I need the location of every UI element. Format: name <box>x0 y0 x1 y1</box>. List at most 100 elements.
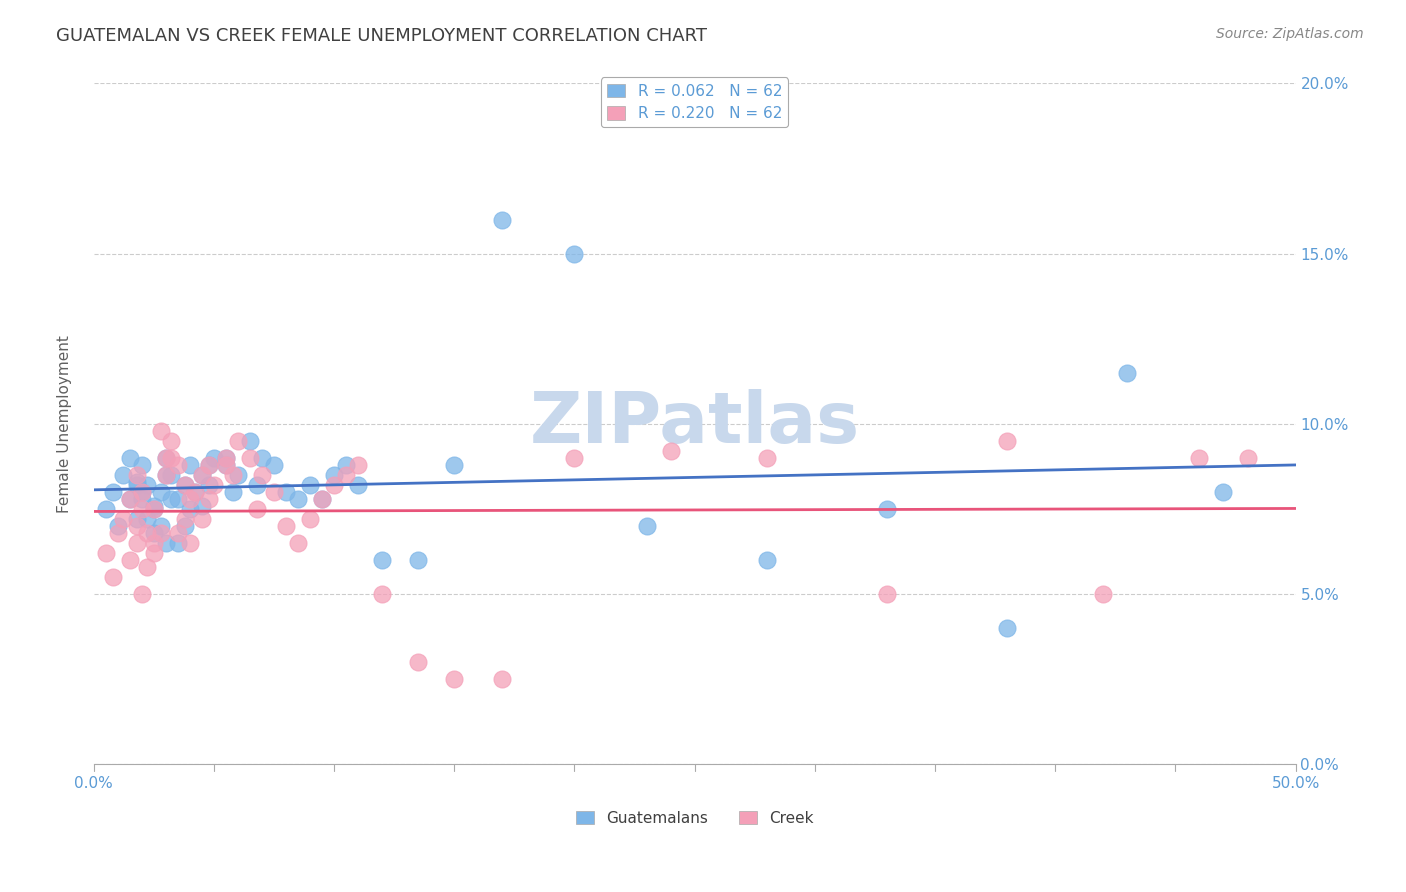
Point <box>118 491 141 506</box>
Point <box>94 546 117 560</box>
Point <box>131 458 153 472</box>
Point <box>166 536 188 550</box>
Point <box>335 468 357 483</box>
Point <box>142 502 165 516</box>
Point <box>179 536 201 550</box>
Point <box>995 621 1018 635</box>
Point <box>246 478 269 492</box>
Point <box>159 450 181 465</box>
Point <box>274 519 297 533</box>
Point <box>263 485 285 500</box>
Point <box>222 468 245 483</box>
Point <box>155 536 177 550</box>
Point <box>135 560 157 574</box>
Point <box>1212 485 1234 500</box>
Point <box>179 502 201 516</box>
Point <box>179 491 201 506</box>
Point <box>131 485 153 500</box>
Point <box>150 525 173 540</box>
Point <box>118 491 141 506</box>
Point <box>101 570 124 584</box>
Point <box>755 553 778 567</box>
Point <box>299 478 322 492</box>
Point <box>311 491 333 506</box>
Point <box>125 478 148 492</box>
Point <box>174 478 197 492</box>
Point <box>135 525 157 540</box>
Point <box>111 512 134 526</box>
Point <box>323 478 346 492</box>
Point <box>246 502 269 516</box>
Point <box>155 450 177 465</box>
Point <box>107 525 129 540</box>
Point <box>150 424 173 438</box>
Point <box>215 458 238 472</box>
Point <box>191 468 214 483</box>
Point <box>1188 450 1211 465</box>
Point <box>564 450 586 465</box>
Point <box>191 499 214 513</box>
Point <box>215 458 238 472</box>
Point <box>183 485 205 500</box>
Point <box>198 478 221 492</box>
Point <box>564 246 586 260</box>
Point <box>406 656 429 670</box>
Point <box>226 468 249 483</box>
Point <box>174 512 197 526</box>
Point <box>135 512 157 526</box>
Point <box>1092 587 1115 601</box>
Point <box>491 673 513 687</box>
Point <box>659 444 682 458</box>
Point <box>491 212 513 227</box>
Point <box>125 519 148 533</box>
Point <box>142 525 165 540</box>
Point <box>107 519 129 533</box>
Point <box>150 519 173 533</box>
Point <box>101 485 124 500</box>
Legend: Guatemalans, Creek: Guatemalans, Creek <box>569 805 820 831</box>
Point <box>191 468 214 483</box>
Point <box>335 458 357 472</box>
Point <box>125 512 148 526</box>
Point <box>215 450 238 465</box>
Point <box>142 536 165 550</box>
Point <box>636 519 658 533</box>
Point <box>250 468 273 483</box>
Point <box>287 536 309 550</box>
Text: GUATEMALAN VS CREEK FEMALE UNEMPLOYMENT CORRELATION CHART: GUATEMALAN VS CREEK FEMALE UNEMPLOYMENT … <box>56 27 707 45</box>
Point <box>215 450 238 465</box>
Point <box>226 434 249 448</box>
Point <box>287 491 309 506</box>
Point <box>159 468 181 483</box>
Point <box>198 458 221 472</box>
Point <box>876 502 898 516</box>
Point <box>299 512 322 526</box>
Point <box>995 434 1018 448</box>
Point <box>174 519 197 533</box>
Point <box>755 450 778 465</box>
Point <box>311 491 333 506</box>
Point <box>174 478 197 492</box>
Point <box>155 468 177 483</box>
Point <box>371 587 394 601</box>
Point <box>274 485 297 500</box>
Point <box>166 458 188 472</box>
Point <box>131 587 153 601</box>
Point <box>198 458 221 472</box>
Point <box>118 553 141 567</box>
Point <box>131 502 153 516</box>
Point <box>250 450 273 465</box>
Point <box>142 502 165 516</box>
Point <box>1236 450 1258 465</box>
Point <box>125 475 148 489</box>
Point <box>371 553 394 567</box>
Point <box>131 485 153 500</box>
Point <box>876 587 898 601</box>
Point <box>142 499 165 513</box>
Point <box>155 450 177 465</box>
Point <box>202 478 225 492</box>
Text: Source: ZipAtlas.com: Source: ZipAtlas.com <box>1216 27 1364 41</box>
Point <box>347 458 370 472</box>
Point <box>135 478 157 492</box>
Point <box>202 450 225 465</box>
